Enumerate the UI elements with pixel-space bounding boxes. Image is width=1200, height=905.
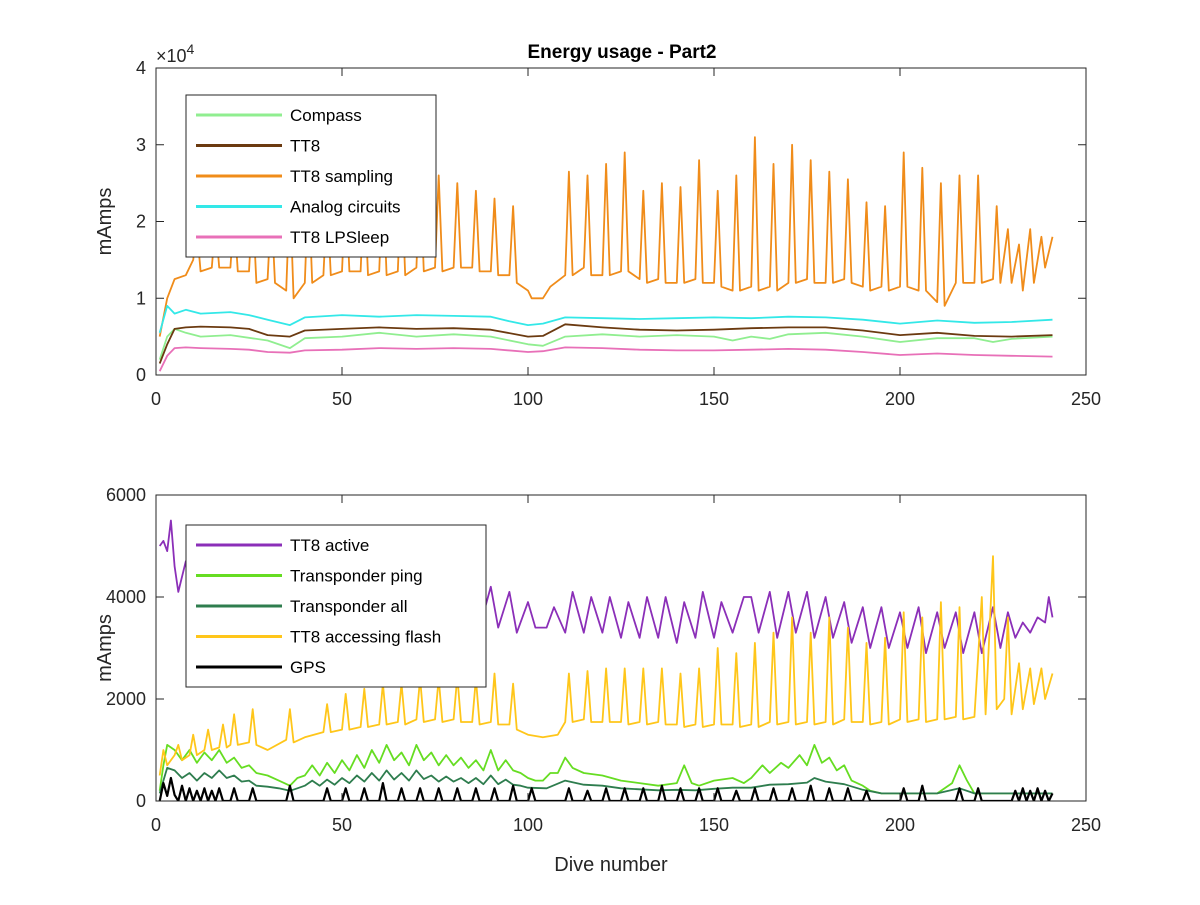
x-tick-label: 150 [699, 389, 729, 409]
legend-label: Compass [290, 106, 362, 125]
y-tick-label: 0 [136, 791, 146, 811]
series-line-gps [158, 776, 1054, 801]
legend-label: TT8 active [290, 536, 369, 555]
legend-label: TT8 sampling [290, 167, 393, 186]
x-tick-label: 100 [513, 815, 543, 835]
legend-label: Transponder all [290, 597, 408, 616]
series-line-tt8 [158, 323, 1053, 364]
legend-label: Analog circuits [290, 198, 401, 217]
x-tick-label: 0 [151, 389, 161, 409]
y-tick-label: 4000 [106, 587, 146, 607]
series-line-transponder-all [158, 767, 1053, 795]
y-tick-label: 3 [136, 135, 146, 155]
y-axis-label: mAmps [94, 188, 116, 256]
y-tick-label: 2 [136, 212, 146, 232]
legend-label: GPS [290, 658, 326, 677]
y-tick-label: 4 [136, 58, 146, 78]
series-line-compass [158, 328, 1053, 360]
y-axis-label: mAmps [94, 614, 116, 682]
x-tick-label: 50 [332, 389, 352, 409]
legend-label: TT8 accessing flash [290, 628, 441, 647]
series-line-transponder-ping [158, 744, 1053, 795]
panels: 0 50 100 150 200 250 0 1 2 3 4 ×104 mAmps Compass TT8 T… [94, 41, 1101, 876]
x-tick-label: 200 [885, 815, 915, 835]
y-tick-label: 0 [136, 365, 146, 385]
x-tick-label: 200 [885, 389, 915, 409]
x-tick-label: 150 [699, 815, 729, 835]
x-tick-label: 100 [513, 389, 543, 409]
x-tick-label: 50 [332, 815, 352, 835]
x-tick-label: 250 [1071, 389, 1101, 409]
x-tick-label: 0 [151, 815, 161, 835]
y-exponent-label: ×104 [156, 41, 195, 66]
series-line-analog-circuits [158, 305, 1053, 334]
y-tick-label: 6000 [106, 485, 146, 505]
legend-label: TT8 [290, 137, 320, 156]
y-tick-label: 1 [136, 288, 146, 308]
chart-panel-2: 0 50 100 150 200 250 0 2000 4000 6000 mAmps Dive nu… [94, 485, 1101, 876]
series-line-tt8-lpsleep [158, 346, 1053, 372]
chart-panel-1: 0 50 100 150 200 250 0 1 2 3 4 ×104 mAmps Compass TT8 T… [94, 41, 1101, 409]
legend-label: Transponder ping [290, 567, 423, 586]
x-axis-label: Dive number [554, 854, 668, 876]
legend-1: Compass TT8 TT8 sampling Analog circuits TT8… [185, 94, 437, 258]
x-tick-label: 250 [1071, 815, 1101, 835]
legend-2: TT8 active Transponder ping Transponder al… [185, 524, 487, 688]
series-line-tt8-accessing-flash [158, 555, 1054, 776]
chart-title: Energy usage - Part2 [527, 42, 716, 63]
y-tick-label: 2000 [106, 689, 146, 709]
legend-label: TT8 LPSleep [290, 228, 389, 247]
